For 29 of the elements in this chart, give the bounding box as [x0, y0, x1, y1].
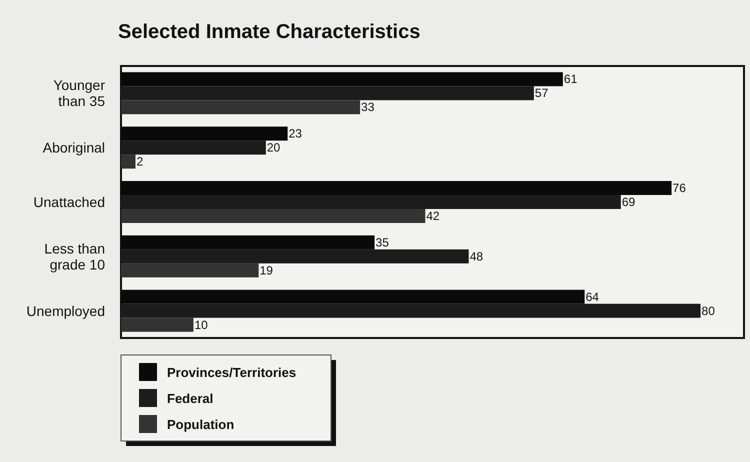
data-label: 69	[622, 195, 636, 209]
data-label: 48	[470, 249, 484, 264]
data-label: 64	[586, 290, 600, 304]
data-label: 19	[260, 263, 274, 278]
bar	[121, 154, 136, 169]
data-label: 42	[426, 209, 440, 223]
chart-title: Selected Inmate Characteristics	[118, 21, 420, 43]
y-tick-label: Unattached	[33, 194, 105, 210]
y-tick-label: Less than grade 10	[44, 240, 106, 272]
legend-label: Population	[167, 417, 234, 432]
y-tick-label: Younger than 35	[53, 77, 106, 110]
data-label: 61	[564, 72, 578, 86]
data-label: 23	[288, 126, 302, 141]
data-label: 10	[194, 318, 208, 332]
data-label: 35	[376, 235, 390, 250]
bar	[121, 100, 360, 114]
bar	[121, 318, 194, 332]
data-label: 20	[266, 140, 281, 155]
y-tick-label: Unemployed	[26, 302, 105, 319]
data-label: 2	[136, 154, 144, 169]
data-label: 33	[361, 100, 375, 114]
legend-label: Provinces/Territories	[167, 365, 296, 380]
bar	[121, 263, 259, 278]
bar	[121, 209, 426, 223]
y-tick-label: Aboriginal	[42, 140, 105, 156]
data-label: 76	[672, 181, 686, 195]
legend-label: Federal	[167, 391, 214, 406]
data-label: 57	[534, 86, 549, 100]
data-label: 80	[702, 304, 716, 318]
